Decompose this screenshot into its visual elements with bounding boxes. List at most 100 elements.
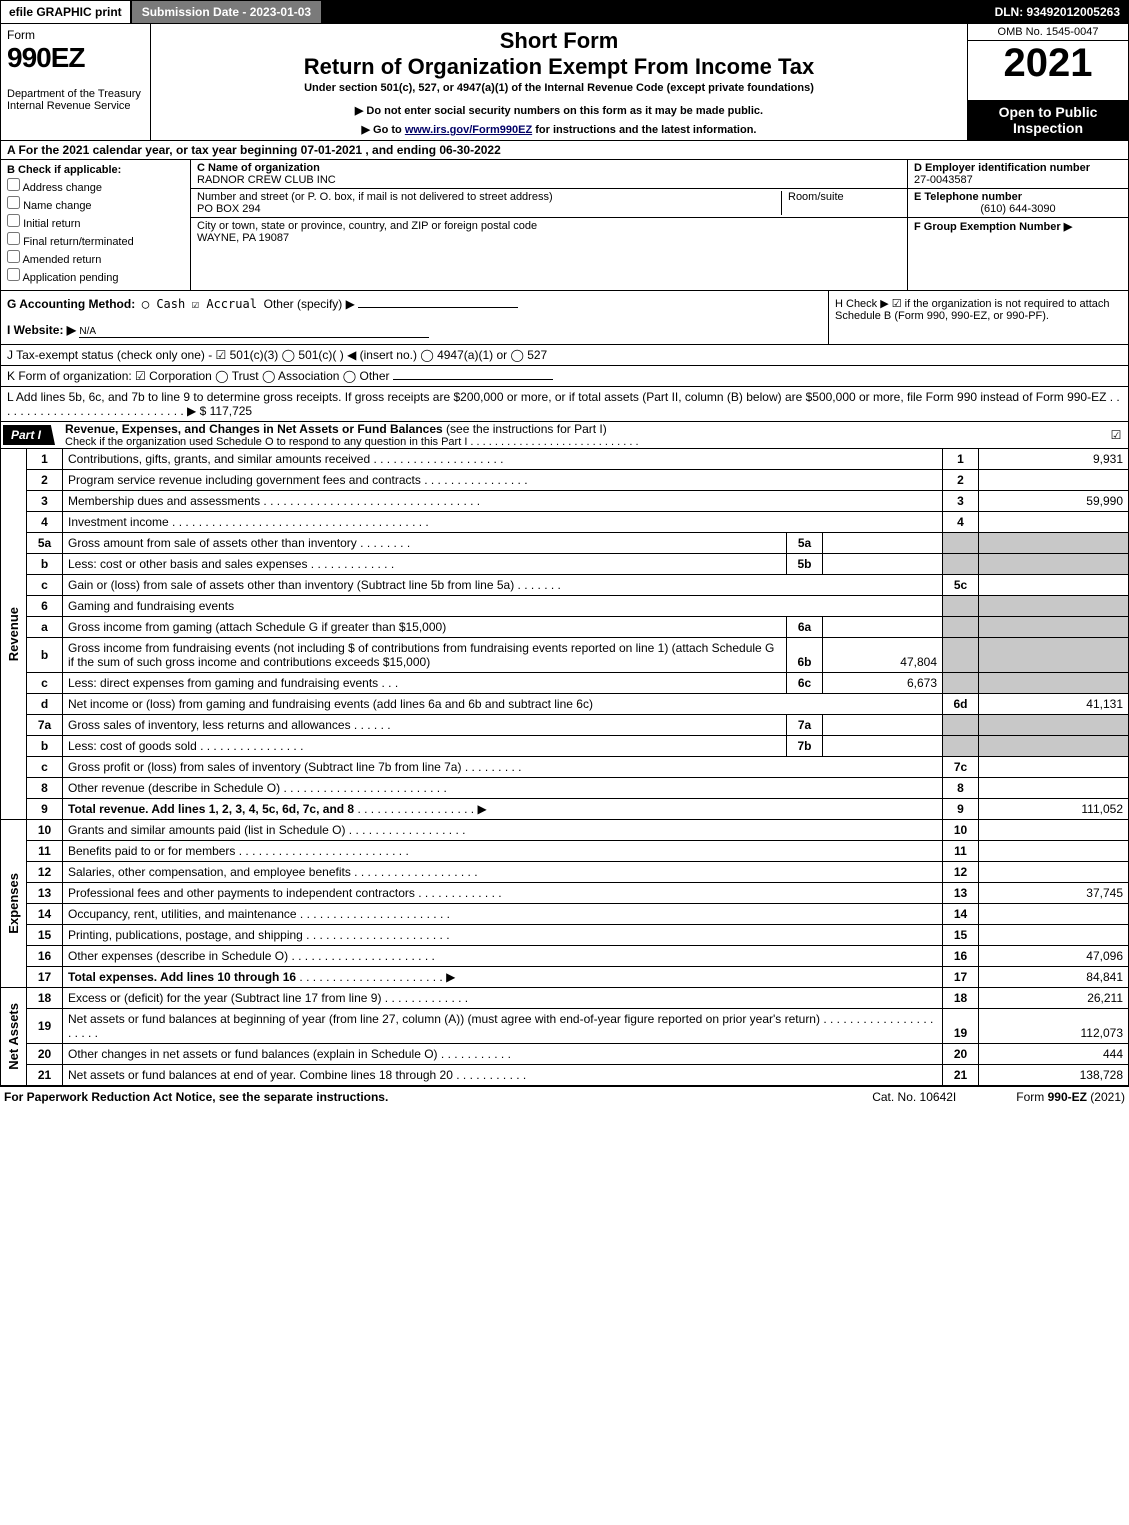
- amt: [979, 575, 1129, 596]
- desc-text: Gross sales of inventory, less returns a…: [68, 718, 351, 732]
- accrual-option[interactable]: ☑ Accrual: [192, 297, 257, 311]
- tel-cell: E Telephone number (610) 644-3090: [908, 189, 1128, 218]
- footer-right: Form 990-EZ (2021): [1016, 1090, 1125, 1104]
- org-name-value: RADNOR CREW CLUB INC: [197, 174, 901, 186]
- ln: 18: [27, 988, 63, 1009]
- cb-name-change-input[interactable]: [7, 196, 20, 209]
- desc: Total revenue. Add lines 1, 2, 3, 4, 5c,…: [63, 799, 943, 820]
- ln: c: [27, 575, 63, 596]
- line-l: L Add lines 5b, 6c, and 7b to line 9 to …: [0, 387, 1129, 422]
- amt: 111,052: [979, 799, 1129, 820]
- ssn-note: ▶ Do not enter social security numbers o…: [159, 104, 959, 117]
- form-header: Form 990EZ Department of the TreasuryInt…: [0, 24, 1129, 141]
- amt: 9,931: [979, 449, 1129, 470]
- other-option[interactable]: Other (specify) ▶: [264, 297, 355, 311]
- form-number: 990EZ: [7, 42, 144, 74]
- desc-text: Occupancy, rent, utilities, and maintena…: [68, 907, 297, 921]
- ln: 10: [27, 820, 63, 841]
- footer-right-post: (2021): [1087, 1090, 1125, 1104]
- cb-application-pending[interactable]: Application pending: [7, 268, 184, 284]
- cb-address-change[interactable]: Address change: [7, 178, 184, 194]
- desc: Investment income . . . . . . . . . . . …: [63, 512, 943, 533]
- cb-final-return[interactable]: Final return/terminated: [7, 232, 184, 248]
- row-7b: b Less: cost of goods sold . . . . . . .…: [1, 736, 1129, 757]
- amt-grey: [979, 638, 1129, 673]
- numcol-grey: [943, 533, 979, 554]
- amt-grey: [979, 715, 1129, 736]
- cb-address-change-input[interactable]: [7, 178, 20, 191]
- desc: Professional fees and other payments to …: [63, 883, 943, 904]
- desc-text: Total expenses. Add lines 10 through 16: [68, 970, 296, 984]
- row-6d: d Net income or (loss) from gaming and f…: [1, 694, 1129, 715]
- cb-final-return-input[interactable]: [7, 232, 20, 245]
- desc-text: Gross profit or (loss) from sales of inv…: [68, 760, 461, 774]
- expenses-side: Expenses: [1, 820, 27, 988]
- desc-text: Investment income: [68, 515, 169, 529]
- cash-label: Cash: [156, 297, 185, 311]
- cb-amended-return-input[interactable]: [7, 250, 20, 263]
- org-name-label: C Name of organization: [197, 162, 901, 174]
- part1-subtitle: (see the instructions for Part I): [443, 422, 607, 436]
- desc: Net assets or fund balances at beginning…: [63, 1009, 943, 1044]
- numcol: 13: [943, 883, 979, 904]
- footer-right-bold: 990-EZ: [1048, 1090, 1087, 1104]
- ln: 12: [27, 862, 63, 883]
- desc: Printing, publications, postage, and shi…: [63, 925, 943, 946]
- subln: 6a: [787, 617, 823, 638]
- row-18: Net Assets 18 Excess or (deficit) for th…: [1, 988, 1129, 1009]
- ln: 8: [27, 778, 63, 799]
- desc-text: Program service revenue including govern…: [68, 473, 421, 487]
- numcol: 9: [943, 799, 979, 820]
- row-12: 12 Salaries, other compensation, and emp…: [1, 862, 1129, 883]
- amt: [979, 470, 1129, 491]
- cb-label: Amended return: [22, 254, 101, 266]
- numcol: 17: [943, 967, 979, 988]
- amt: 26,211: [979, 988, 1129, 1009]
- desc: Grants and similar amounts paid (list in…: [63, 820, 943, 841]
- row-5b: b Less: cost or other basis and sales ex…: [1, 554, 1129, 575]
- subln: 7b: [787, 736, 823, 757]
- ln: 17: [27, 967, 63, 988]
- ln: d: [27, 694, 63, 715]
- open-to-public: Open to Public Inspection: [968, 100, 1128, 140]
- efile-print-link[interactable]: efile GRAPHIC print: [1, 1, 132, 23]
- numcol: 15: [943, 925, 979, 946]
- cb-name-change[interactable]: Name change: [7, 196, 184, 212]
- footer-right-pre: Form: [1016, 1090, 1047, 1104]
- desc: Gross sales of inventory, less returns a…: [63, 715, 787, 736]
- desc-text: Contributions, gifts, grants, and simila…: [68, 452, 370, 466]
- tel-value: (610) 644-3090: [914, 203, 1122, 215]
- line-k-other-line[interactable]: [393, 379, 553, 380]
- subamt: [823, 736, 943, 757]
- numcol: 1: [943, 449, 979, 470]
- part1-checkbox[interactable]: ☑: [1104, 428, 1128, 442]
- revenue-side: Revenue: [1, 449, 27, 820]
- tax-year: 2021: [968, 41, 1128, 100]
- submission-date: Submission Date - 2023-01-03: [132, 1, 323, 23]
- irs-link[interactable]: www.irs.gov/Form990EZ: [405, 124, 532, 136]
- cb-amended-return[interactable]: Amended return: [7, 250, 184, 266]
- desc: Less: direct expenses from gaming and fu…: [63, 673, 787, 694]
- subamt: 6,673: [823, 673, 943, 694]
- numcol: 7c: [943, 757, 979, 778]
- ln: 16: [27, 946, 63, 967]
- row-1: Revenue 1 Contributions, gifts, grants, …: [1, 449, 1129, 470]
- cb-initial-return[interactable]: Initial return: [7, 214, 184, 230]
- cb-label: Final return/terminated: [23, 236, 134, 248]
- header-right: OMB No. 1545-0047 2021 Open to Public In…: [968, 24, 1128, 140]
- amt: 84,841: [979, 967, 1129, 988]
- gh-row: G Accounting Method: ◯ Cash ☑ Accrual Ot…: [0, 291, 1129, 345]
- top-bar: efile GRAPHIC print Submission Date - 20…: [0, 0, 1129, 24]
- ln: c: [27, 673, 63, 694]
- row-7c: c Gross profit or (loss) from sales of i…: [1, 757, 1129, 778]
- header-center: Short Form Return of Organization Exempt…: [151, 24, 968, 140]
- cb-application-pending-input[interactable]: [7, 268, 20, 281]
- numcol: 5c: [943, 575, 979, 596]
- street-value: PO BOX 294: [197, 203, 781, 215]
- row-6: 6 Gaming and fundraising events: [1, 596, 1129, 617]
- other-specify-line[interactable]: [358, 307, 518, 308]
- cash-option[interactable]: ◯ Cash: [142, 297, 185, 311]
- numcol: 11: [943, 841, 979, 862]
- ln: 21: [27, 1065, 63, 1086]
- cb-initial-return-input[interactable]: [7, 214, 20, 227]
